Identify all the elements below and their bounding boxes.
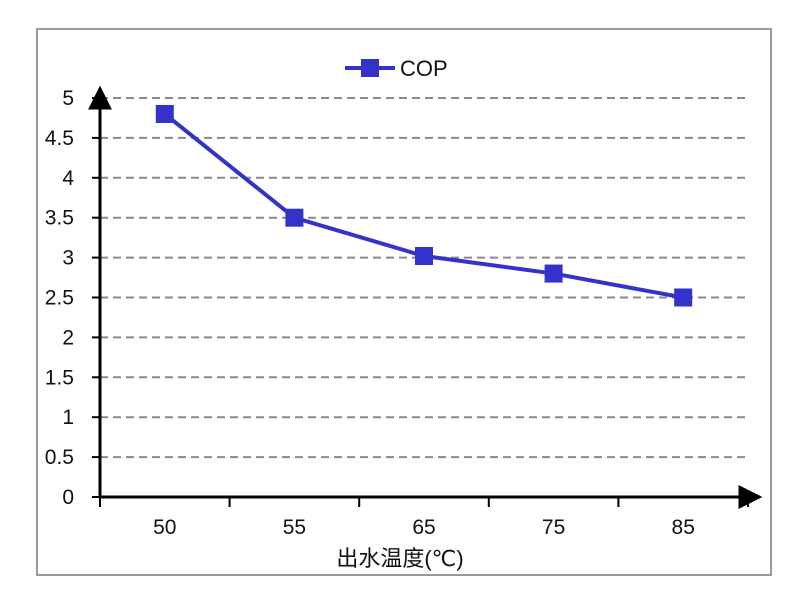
y-tick-label-0: 0 [62,486,74,509]
y-tick-label-5: 2.5 [45,287,74,310]
y-tick-label-6: 3 [62,247,74,270]
legend: COP [345,56,448,81]
data-point-75 [544,264,563,283]
x-tick-label-55: 55 [283,516,306,539]
y-tick-label-4: 2 [62,326,74,349]
data-point-50 [155,104,174,123]
data-point-65 [415,247,433,266]
legend-label-cop: COP [400,56,448,81]
y-tick-label-9: 4.5 [45,127,74,150]
y-tick-label-10: 5 [62,87,74,110]
y-tick-label-2: 1 [62,406,74,429]
x-tick-label-50: 50 [153,516,176,539]
data-point-85 [674,288,693,307]
x-tick-label-75: 75 [542,516,565,539]
series-layer [155,104,693,307]
legend-marker [361,59,379,77]
data-point-55 [285,208,304,227]
x-axis-title: 出水温度(℃) [336,546,463,571]
axes: 0 0.5 1 1.5 2 2.5 3 3.5 4 4.5 5 50 55 65 75 85 [45,85,763,539]
y-tick-label-7: 3.5 [45,207,74,230]
grid-lines [100,97,748,459]
y-tick-label-1: 0.5 [45,446,74,469]
series-line-0 [163,112,684,300]
y-tick-label-8: 4 [62,167,74,190]
x-tick-label-85: 85 [672,516,695,539]
x-tick-label-65: 65 [412,516,435,539]
y-tick-label-3: 1.5 [45,366,74,389]
